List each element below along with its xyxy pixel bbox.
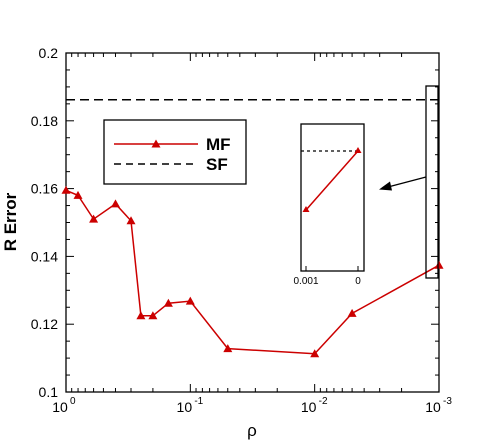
data-point-marker: [434, 260, 444, 269]
legend-mf-marker: [151, 139, 161, 148]
x-tick-label: 10: [52, 399, 68, 415]
x-tick-exponent: -3: [443, 396, 452, 407]
data-point-marker: [347, 308, 357, 317]
inset-x-tick-label: 0.001: [293, 276, 318, 287]
plot-frame: [65, 52, 440, 393]
x-axis-title: ρ: [247, 421, 257, 440]
inset-plot: 0.001 0: [293, 123, 365, 287]
data-point-marker: [111, 199, 120, 208]
y-tick-label: 0.14: [31, 248, 58, 264]
data-point-marker: [89, 214, 99, 223]
x-tick-labels: 10 0 10 -1 10 -2 10 -3: [52, 396, 452, 415]
x-tick-label: 10: [301, 399, 317, 415]
legend: MF SF: [103, 119, 247, 185]
legend-sf-label: SF: [206, 155, 228, 174]
x-tick-label: 10: [425, 399, 441, 415]
data-point-marker: [310, 349, 320, 358]
data-point-marker: [163, 298, 173, 307]
data-point-marker: [61, 185, 71, 194]
y-axis-title: R Error: [1, 192, 20, 251]
inset-mf-marker: [354, 147, 362, 153]
data-point-marker: [223, 344, 233, 353]
y-tick-labels: 0.1 0.12 0.14 0.16 0.18 0.2: [31, 45, 58, 400]
inset-mf-marker: [302, 206, 310, 212]
series-mf-line: [65, 189, 440, 355]
legend-mf-label: MF: [206, 135, 231, 154]
data-point-marker: [126, 216, 136, 225]
inset-mf-line: [305, 150, 359, 211]
data-point-marker: [185, 296, 195, 305]
axis-ticks: [65, 52, 440, 393]
data-point-marker: [136, 311, 146, 320]
y-tick-label: 0.16: [31, 181, 58, 197]
x-tick-exponent: -2: [319, 396, 328, 407]
data-point-marker: [73, 190, 83, 199]
inset-frame: [300, 123, 365, 272]
y-tick-label: 0.12: [31, 316, 58, 332]
y-tick-label: 0.18: [31, 113, 58, 129]
y-tick-label: 0.1: [39, 384, 59, 400]
x-tick-exponent: 0: [70, 396, 76, 407]
legend-box: [103, 119, 247, 185]
series-layer: [61, 99, 444, 358]
zoom-region-box: [425, 85, 439, 279]
x-tick-label: 10: [177, 399, 193, 415]
zoom-arrow: [379, 176, 427, 191]
inset-x-tick-label: 0: [355, 276, 361, 287]
data-point-marker: [148, 311, 158, 320]
y-tick-label: 0.2: [39, 45, 59, 61]
x-tick-exponent: -1: [194, 396, 203, 407]
